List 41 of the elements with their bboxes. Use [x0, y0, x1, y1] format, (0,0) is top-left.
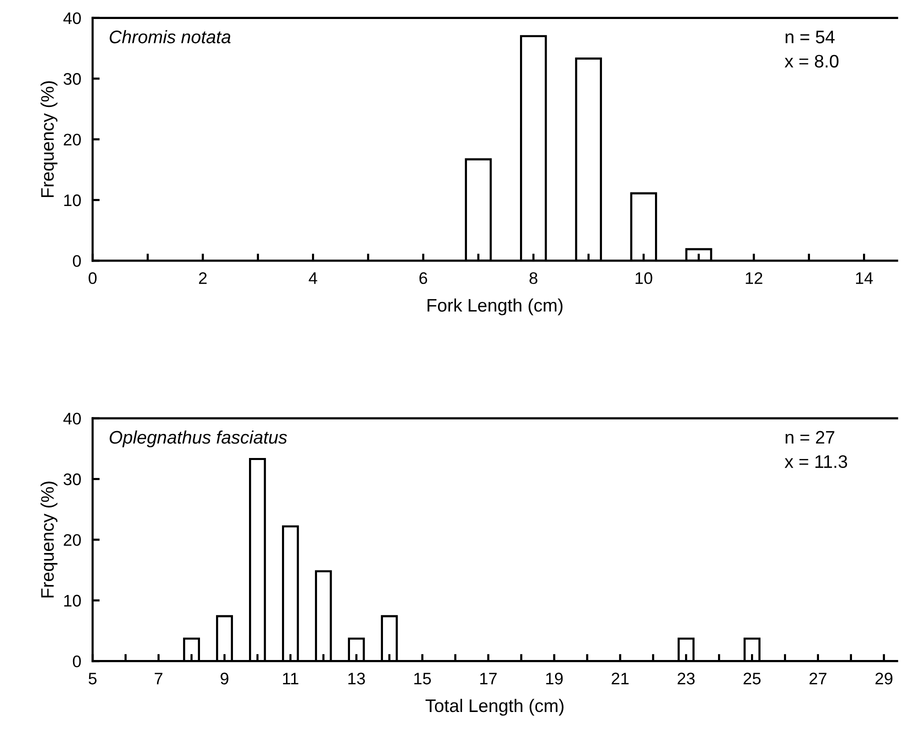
x-tick-label: 9 — [220, 672, 228, 684]
x-tick-label: 15 — [414, 672, 431, 684]
annotation: Chromis notata — [110, 30, 231, 44]
annotation: x = 11.3 — [784, 455, 848, 468]
y-tick-label: 10 — [64, 594, 81, 607]
annotation: n = 54 — [786, 30, 835, 44]
annotation: Oplegnathus fasciatus — [110, 430, 287, 448]
y-tick-label: 20 — [64, 534, 81, 546]
x-tick-label: 2 — [199, 272, 207, 284]
y-tick-label: 40 — [63, 12, 81, 24]
x-tick-label: 27 — [810, 672, 826, 684]
x-tick-label: 21 — [612, 672, 629, 684]
x-tick-label: 11 — [283, 672, 298, 684]
x-tick-label: 29 — [875, 672, 892, 684]
x-tick-label: 19 — [546, 672, 563, 684]
y-axis-title: Frequency (%) — [40, 482, 58, 598]
x-tick-label: 25 — [744, 672, 761, 684]
y-axis-title: Frequency (%) — [40, 81, 58, 198]
y-tick-label: 10 — [64, 194, 81, 206]
x-tick-label: 0 — [88, 272, 97, 284]
x-tick-label: 14 — [856, 272, 873, 284]
x-tick-label: 23 — [678, 672, 695, 684]
y-tick-label: 20 — [64, 134, 81, 146]
x-tick-label: 5 — [88, 672, 97, 684]
annotation: x = 8.0 — [784, 54, 838, 68]
y-tick-label: 30 — [64, 73, 81, 85]
x-tick-label: 13 — [348, 672, 365, 684]
y-tick-label: 40 — [63, 412, 81, 425]
x-tick-label: 7 — [154, 672, 162, 684]
y-tick-label: 30 — [64, 473, 81, 486]
y-tick-label: 0 — [72, 655, 81, 668]
x-tick-label: 6 — [419, 272, 428, 284]
x-tick-label: 10 — [636, 272, 652, 284]
x-axis-title: Total Length (cm) — [426, 698, 564, 716]
x-axis-title: Fork Length (cm) — [428, 298, 562, 316]
y-tick-label: 0 — [72, 255, 81, 267]
x-tick-label: 8 — [530, 272, 538, 284]
x-tick-label: 17 — [480, 672, 497, 684]
x-tick-label: 4 — [308, 272, 318, 284]
x-tick-label: 12 — [746, 272, 762, 284]
annotation: n = 27 — [786, 430, 834, 444]
